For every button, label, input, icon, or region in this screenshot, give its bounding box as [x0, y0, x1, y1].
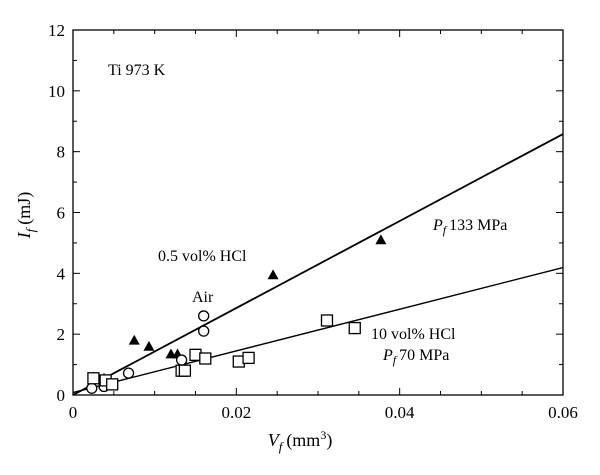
- annotation-pf70: Pf 70 MPa: [382, 347, 449, 367]
- square-point: [87, 372, 100, 385]
- square-point: [106, 378, 119, 391]
- circle-point: [122, 367, 135, 379]
- y-tick-label: 4: [57, 264, 66, 283]
- annotation-air: Air: [192, 289, 214, 306]
- ticks-layer: 0 0.02 0.04 0.06 0 2 4 6 8 10 12: [48, 21, 578, 422]
- triangle-point: [143, 340, 155, 351]
- triangle-point: [375, 234, 387, 245]
- square-point: [348, 321, 361, 335]
- triangle-point: [128, 334, 140, 345]
- x-tick-label: 0: [69, 403, 78, 422]
- x-axis-title: Vf (mm3): [268, 428, 333, 454]
- fit-lines-layer: [72, 133, 564, 396]
- y-axis-title: If(mJ): [14, 192, 38, 240]
- circle-point: [86, 382, 98, 394]
- square-point: [320, 314, 334, 327]
- x-tick-label: 0.04: [385, 403, 415, 422]
- fit-line-2: [72, 266, 564, 394]
- x-tick-label: 0.02: [221, 403, 251, 422]
- annotation-material: Ti 973 K: [108, 62, 166, 79]
- y-tick-label: 0: [57, 386, 66, 405]
- points-layer: [86, 234, 387, 394]
- square-point: [199, 352, 212, 365]
- y-tick-label: 2: [57, 325, 66, 344]
- square-point: [178, 364, 192, 377]
- y-tick-label: 12: [48, 21, 65, 40]
- circle-point: [198, 325, 210, 337]
- circle-point: [198, 310, 210, 322]
- x-tick-label: 0.06: [548, 403, 578, 422]
- circle-point: [175, 354, 188, 366]
- fit-line-1: [72, 133, 564, 396]
- y-tick-label: 10: [48, 82, 65, 101]
- plot-frame: [72, 29, 564, 396]
- y-tick-label: 8: [57, 143, 66, 162]
- triangle-point: [267, 269, 279, 280]
- y-tick-label: 6: [57, 204, 66, 223]
- annotation-hcl-05: 0.5 vol% HCl: [158, 248, 247, 265]
- square-point: [242, 351, 255, 365]
- annotation-hcl-10: 10 vol% HCl: [371, 326, 456, 343]
- annotation-pf133: Pf 133 MPa: [432, 217, 507, 237]
